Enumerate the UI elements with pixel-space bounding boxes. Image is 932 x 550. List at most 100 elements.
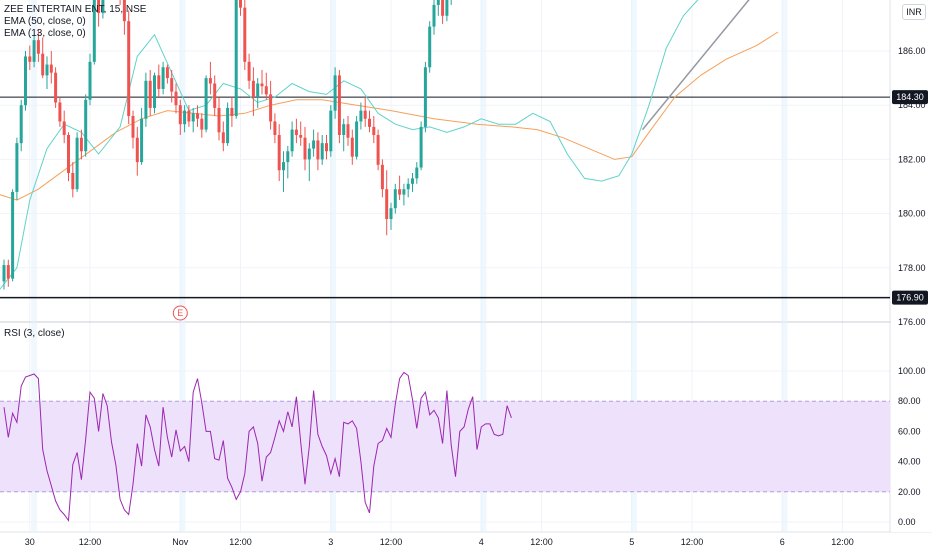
candle xyxy=(337,69,341,144)
candle-body xyxy=(45,64,49,76)
candle xyxy=(101,0,105,19)
rsi-tick-label: 100.00 xyxy=(898,366,926,376)
price-tag-label: 176.90 xyxy=(896,293,924,303)
candle xyxy=(71,162,75,198)
candle-body xyxy=(79,137,83,152)
candle-body xyxy=(200,118,204,130)
rsi-tick-label: 60.00 xyxy=(898,426,921,436)
candle xyxy=(208,61,212,95)
candle xyxy=(359,102,363,130)
candle xyxy=(157,64,161,98)
candle xyxy=(445,0,449,22)
time-tick-label: 30 xyxy=(25,537,35,547)
candle xyxy=(432,0,436,35)
candle-body xyxy=(213,83,217,108)
price-tick-label: 178.00 xyxy=(898,263,926,273)
candle xyxy=(441,0,445,24)
time-tick-label: Nov xyxy=(172,537,189,547)
candle xyxy=(19,99,23,152)
price-axis[interactable]: 176.00 178.00 180.00 182.00 184.00 186.00 188.… xyxy=(891,0,932,532)
ema50-legend[interactable]: EMA (50, close, 0) xyxy=(4,16,86,27)
candle-body xyxy=(122,0,126,22)
session-separator xyxy=(329,0,336,532)
candle-body xyxy=(393,189,397,209)
candle-body xyxy=(97,0,101,14)
price-tag-bg xyxy=(892,90,928,105)
candle xyxy=(312,129,316,157)
candle-body xyxy=(217,107,221,133)
trendline[interactable] xyxy=(641,0,845,131)
candle-body xyxy=(11,191,15,279)
candle-body xyxy=(187,110,191,122)
candle xyxy=(204,75,208,133)
candle xyxy=(11,189,15,282)
axis-bg xyxy=(891,0,932,532)
candle xyxy=(24,51,27,111)
candle xyxy=(170,69,174,103)
candle xyxy=(135,126,139,176)
rsi-legend[interactable]: RSI (3, close) xyxy=(4,328,65,339)
candle xyxy=(196,105,199,127)
ema13-legend[interactable]: EMA (13, close, 0) xyxy=(4,28,86,39)
time-tick-label: 12:00 xyxy=(681,537,704,547)
candle xyxy=(97,0,101,27)
candle xyxy=(15,137,19,201)
candle-body xyxy=(342,124,346,136)
candle xyxy=(122,0,126,35)
candle xyxy=(411,172,414,192)
candle-body xyxy=(36,40,40,54)
price-tag-bg xyxy=(892,290,928,305)
candle-body xyxy=(239,0,242,8)
candle xyxy=(191,107,195,133)
candle-body xyxy=(153,75,156,108)
candle-body xyxy=(333,75,337,111)
session-separator xyxy=(31,0,38,532)
price-tick-label: 180.00 xyxy=(898,209,926,219)
candle xyxy=(140,107,144,165)
candle-body xyxy=(28,56,32,62)
candle-body xyxy=(161,67,165,89)
time-tick-label: 4 xyxy=(479,537,484,547)
session-separator xyxy=(179,0,186,532)
currency-badge[interactable]: INR xyxy=(902,4,926,20)
candle-body xyxy=(75,137,79,190)
candle xyxy=(28,45,32,70)
candle-body xyxy=(411,178,414,184)
candle-body xyxy=(294,129,298,136)
candle-body xyxy=(277,135,281,171)
candle-body xyxy=(432,4,436,27)
candle xyxy=(398,175,402,201)
candle-body xyxy=(24,56,27,106)
candle-body xyxy=(157,75,161,89)
candle-body xyxy=(316,140,320,160)
price-tick-label: 184.00 xyxy=(898,100,926,110)
rsi-tick-label: 0.00 xyxy=(898,517,916,527)
candle-body xyxy=(303,137,307,160)
candle-body xyxy=(419,126,423,168)
price-tag-support: 176.90 xyxy=(892,290,928,305)
candle-body xyxy=(230,107,234,117)
horizontal-levels[interactable] xyxy=(0,0,890,299)
candle-body xyxy=(92,0,96,62)
candle-body xyxy=(359,110,363,122)
candle-body xyxy=(127,21,131,117)
price-tag-horizontal-line: 184.30 xyxy=(892,90,928,105)
candle xyxy=(148,69,152,117)
candle-body xyxy=(140,118,144,163)
candle-body xyxy=(282,162,285,171)
candle xyxy=(67,132,70,182)
candle-body xyxy=(71,172,75,190)
time-axis[interactable]: 30 12:00 Nov 12:00 3 12:00 4 12:00 5 12:00 6 12:00 xyxy=(25,537,854,547)
candle xyxy=(88,53,92,106)
earnings-event-marker: E xyxy=(172,305,188,321)
candle-body xyxy=(256,83,260,98)
candle-body xyxy=(191,113,195,122)
candle-body xyxy=(415,167,419,179)
symbol-legend[interactable]: ZEE ENTERTAIN ENT, 15, NSE xyxy=(4,4,147,15)
candle-body xyxy=(67,135,70,173)
price-tick-label: 182.00 xyxy=(898,154,926,164)
candle-body xyxy=(290,129,294,152)
ema13-line xyxy=(0,0,699,290)
